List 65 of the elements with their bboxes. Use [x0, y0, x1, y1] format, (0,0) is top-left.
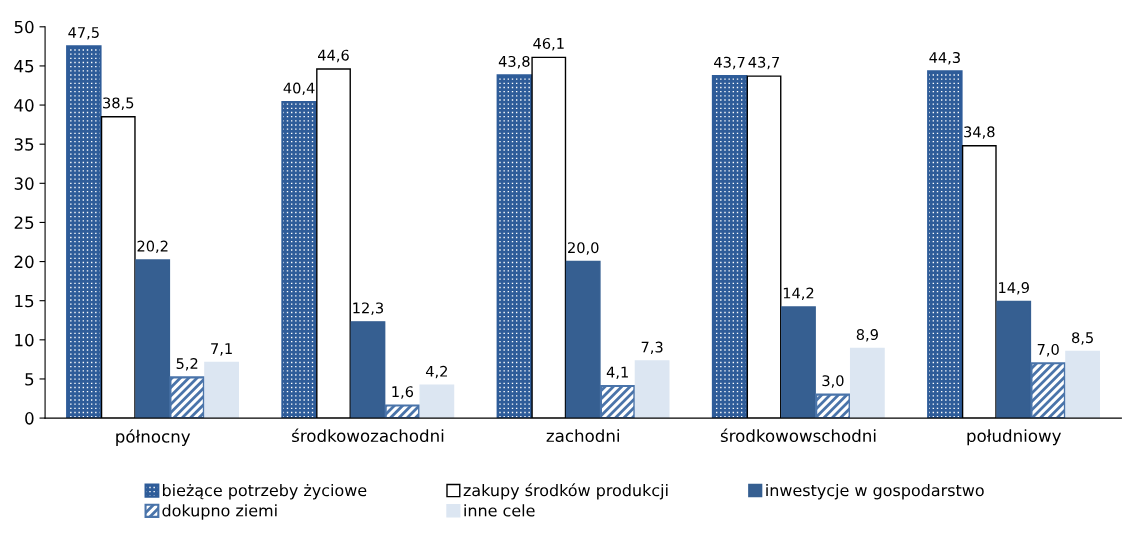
x-tick-label: środkowowschodni — [720, 428, 876, 443]
x-tick-label: środkowozachodni — [292, 428, 444, 443]
data-label: 38,5 — [103, 97, 134, 110]
bar — [204, 361, 239, 419]
bar — [66, 45, 102, 419]
y-tick-label: 35 — [14, 138, 34, 151]
data-label: 7,3 — [641, 341, 663, 355]
data-label: 47,5 — [68, 27, 99, 40]
data-label: 34,8 — [964, 126, 995, 139]
bar — [350, 321, 386, 419]
y-tick-label: 5 — [25, 373, 34, 386]
data-label: 7,1 — [211, 343, 232, 356]
legend-label: bieżące potrzeby życiowe — [162, 483, 367, 500]
bar — [927, 70, 963, 419]
legend-label: inwestycje w gospodarstwo — [766, 483, 984, 500]
bar — [496, 74, 533, 419]
data-label: 20,2 — [137, 240, 168, 254]
data-label: 44,3 — [929, 51, 960, 65]
data-label: 46,1 — [533, 37, 564, 51]
data-label: 44,6 — [318, 49, 349, 63]
bar — [634, 360, 670, 419]
data-label: 5,2 — [176, 357, 198, 371]
bar — [169, 376, 205, 419]
data-label: 12,3 — [353, 302, 384, 315]
data-label: 8,9 — [856, 329, 878, 342]
data-label: 1,6 — [392, 386, 414, 399]
data-label: 14,9 — [999, 282, 1029, 295]
data-label: 43,8 — [498, 55, 530, 69]
bar — [135, 259, 171, 419]
x-tick-label: południowy — [967, 429, 1062, 446]
y-tick-label: 50 — [14, 20, 34, 34]
bar — [1065, 350, 1101, 419]
legend-label: zakupy środków produkcji — [463, 483, 668, 500]
y-tick-label: 30 — [14, 177, 34, 190]
data-label: 14,2 — [783, 287, 814, 301]
bar — [996, 300, 1032, 419]
y-tick-label: 0 — [25, 412, 34, 425]
x-tick-label: zachodni — [546, 429, 619, 443]
bar — [849, 347, 885, 419]
bar — [565, 260, 601, 419]
data-label: 40,4 — [283, 82, 315, 96]
data-label: 8,5 — [1072, 332, 1093, 345]
data-label: 43,7 — [714, 56, 745, 70]
data-label: 3,0 — [822, 375, 844, 388]
y-tick-label: 10 — [15, 333, 34, 347]
y-tick-label: 20 — [14, 255, 34, 269]
data-label: 4,1 — [606, 366, 628, 380]
bar — [711, 75, 748, 419]
bar — [281, 100, 317, 419]
data-label: 7,0 — [1037, 343, 1059, 357]
bar — [781, 306, 816, 419]
y-tick-label: 40 — [14, 99, 34, 112]
x-tick-label: północny — [116, 429, 191, 446]
data-label: 43,7 — [748, 56, 780, 70]
bar — [815, 393, 851, 419]
legend-label: inne cele — [464, 504, 535, 517]
data-label: 20,0 — [568, 242, 599, 255]
data-label: 4,2 — [425, 365, 447, 379]
bar — [1030, 362, 1066, 419]
bar — [419, 384, 455, 419]
legend-label: dokupno ziemi — [162, 504, 277, 520]
bar — [599, 384, 636, 419]
y-tick-label: 15 — [15, 294, 34, 308]
y-tick-label: 25 — [14, 216, 34, 230]
y-tick-label: 45 — [14, 60, 34, 73]
